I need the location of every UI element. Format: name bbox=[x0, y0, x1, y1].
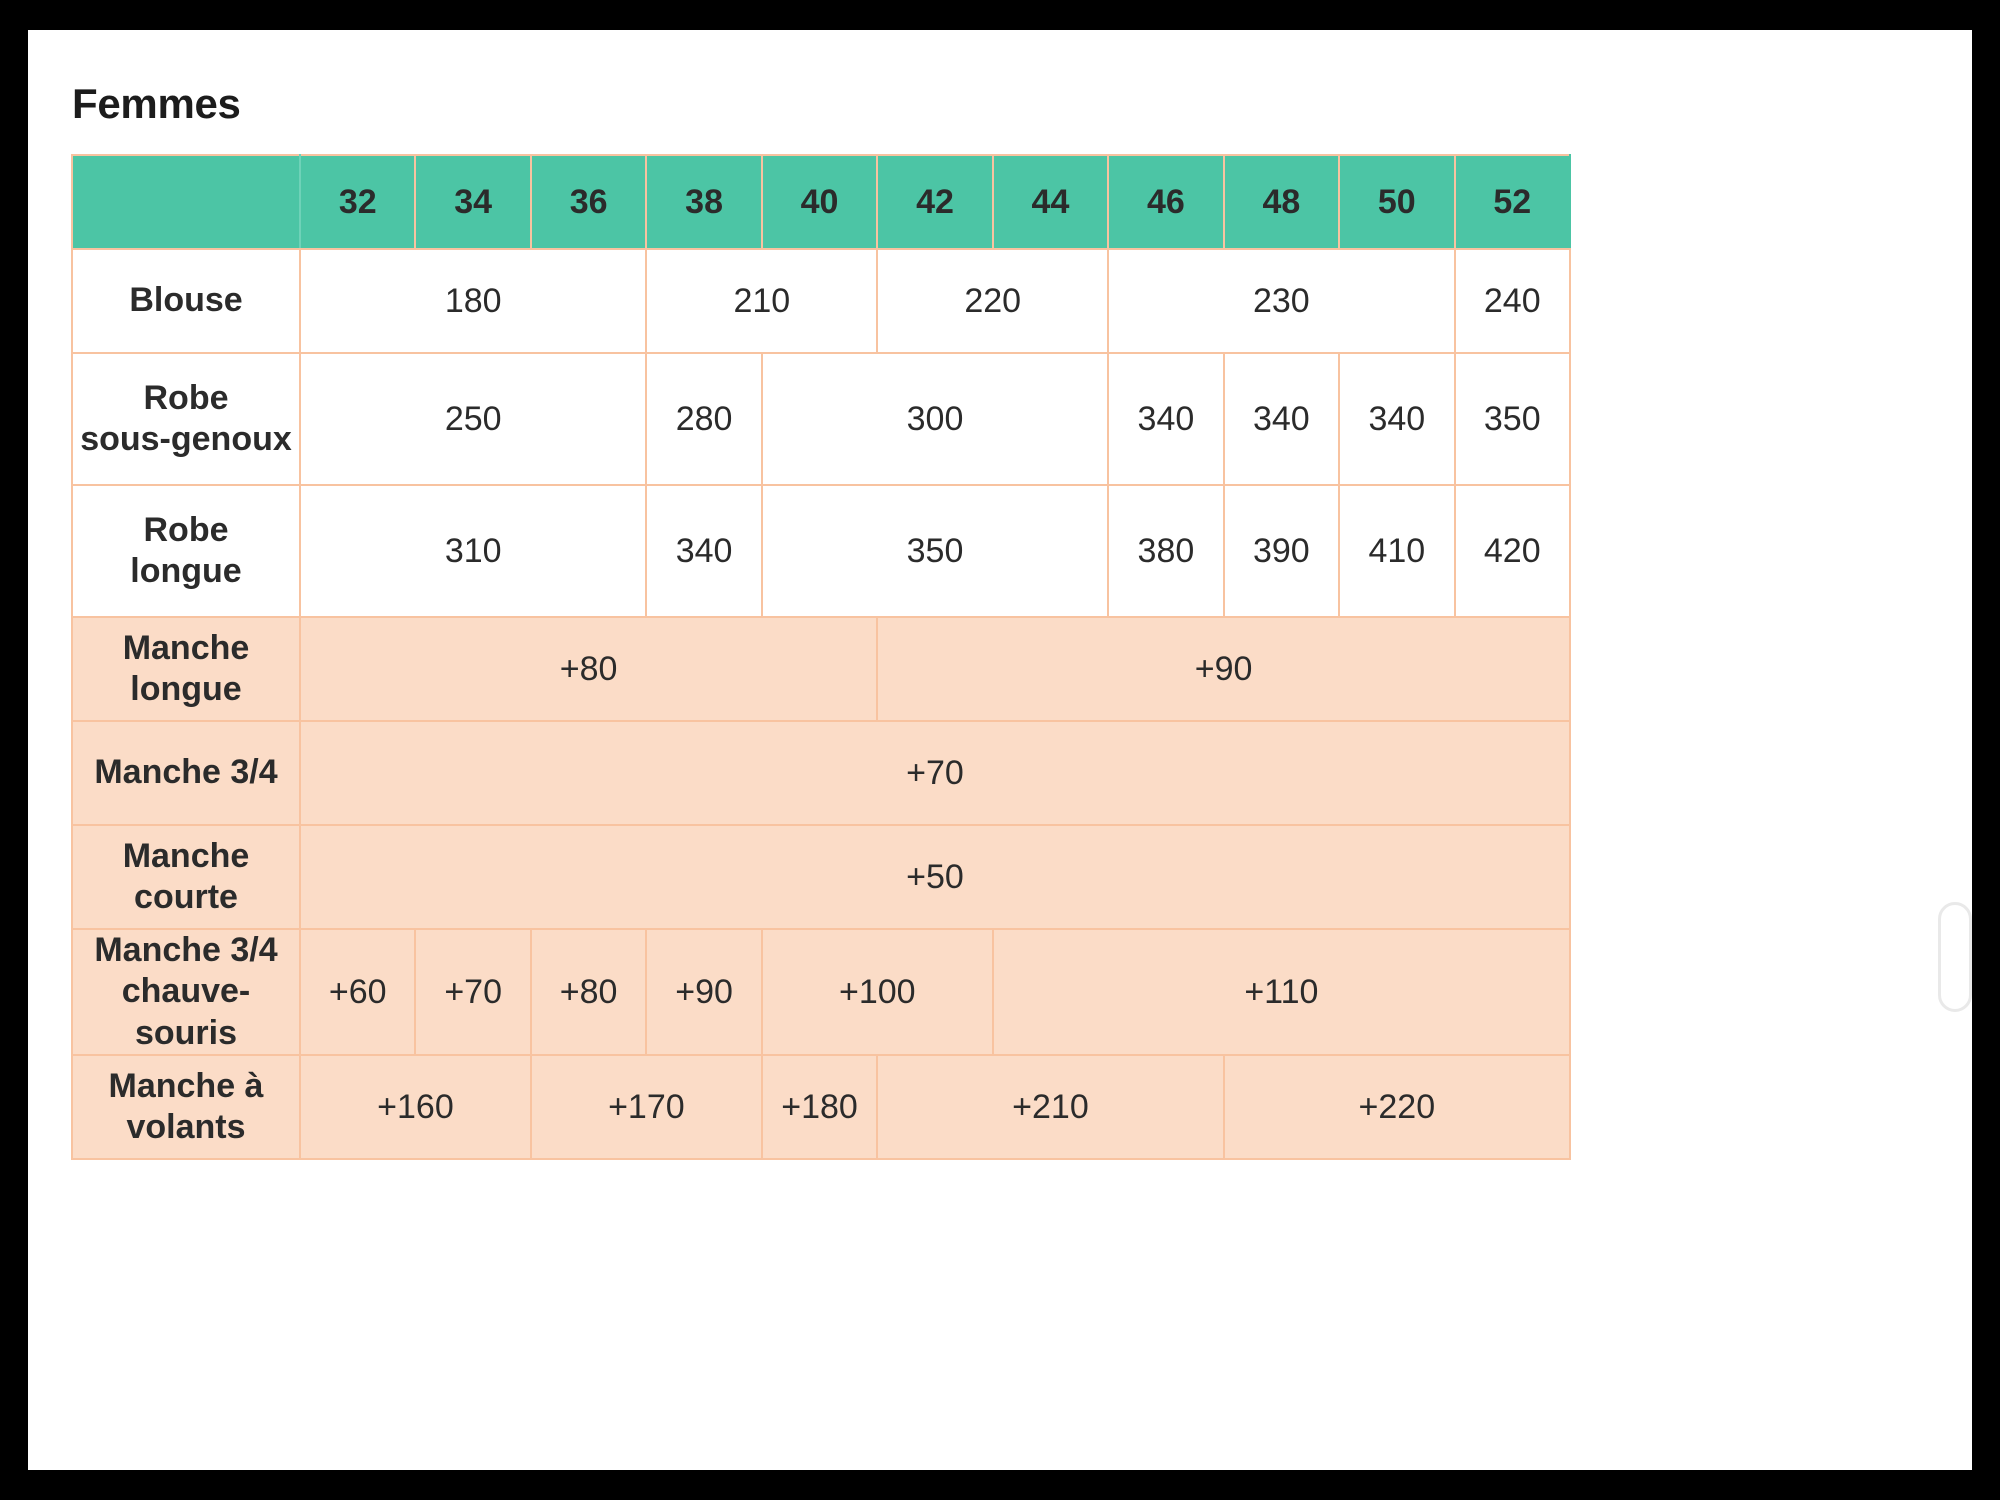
table-row: Manche 3/4 +70 bbox=[71, 720, 1571, 826]
content-card: Femmes 32 34 36 38 40 42 44 46 48 50 52 Blouse 180 2… bbox=[28, 30, 1972, 1470]
value-cell: +80 bbox=[529, 927, 648, 1057]
value-cell: 310 bbox=[298, 484, 648, 618]
size-header-48: 48 bbox=[1222, 154, 1341, 250]
table-header: 32 34 36 38 40 42 44 46 48 50 52 bbox=[71, 154, 1572, 250]
value-cell: 350 bbox=[760, 484, 1110, 618]
value-cell: 380 bbox=[1107, 484, 1225, 618]
row-header: Manche longue bbox=[71, 616, 301, 722]
table-row: Manche à volants +160 +170 +180 +210 +220 bbox=[71, 1054, 1572, 1161]
value-cell: +60 bbox=[298, 927, 417, 1057]
value-cell: 410 bbox=[1338, 484, 1456, 618]
value-cell: +70 bbox=[299, 720, 1571, 826]
value-cell: 340 bbox=[645, 484, 763, 618]
value-cell: +50 bbox=[299, 824, 1571, 930]
value-cell: +180 bbox=[760, 1054, 879, 1161]
table-row: Blouse 180 210 220 230 240 bbox=[71, 248, 1572, 354]
row-header: Robe sous-genoux bbox=[71, 352, 301, 486]
table-corner-cell bbox=[71, 154, 301, 250]
size-header-44: 44 bbox=[991, 154, 1110, 250]
table-row: Manche longue +80 +90 bbox=[71, 616, 1571, 722]
scroll-indicator[interactable] bbox=[1938, 902, 1972, 1012]
size-header-42: 42 bbox=[876, 154, 994, 250]
value-cell: 350 bbox=[1453, 352, 1572, 486]
value-cell: +110 bbox=[991, 927, 1572, 1057]
value-cell: 230 bbox=[1107, 248, 1456, 354]
value-cell: 420 bbox=[1453, 484, 1572, 618]
row-header: Manche 3/4 chauve-souris bbox=[71, 927, 301, 1057]
size-header-52: 52 bbox=[1453, 154, 1572, 250]
table-row: Manche courte +50 bbox=[71, 824, 1571, 930]
table-header-row: 32 34 36 38 40 42 44 46 48 50 52 bbox=[71, 154, 1572, 250]
size-header-32: 32 bbox=[298, 154, 417, 250]
row-header: Robe longue bbox=[71, 484, 301, 618]
value-cell: 180 bbox=[298, 248, 648, 354]
page-title: Femmes bbox=[72, 80, 241, 127]
table-body: Blouse 180 210 220 230 240 Robe sous-genoux 250 2… bbox=[71, 248, 1572, 1161]
value-cell: 390 bbox=[1222, 484, 1341, 618]
value-cell: +220 bbox=[1222, 1054, 1572, 1161]
size-header-34: 34 bbox=[414, 154, 532, 250]
value-cell: +100 bbox=[760, 927, 994, 1057]
value-cell: +80 bbox=[298, 616, 879, 722]
size-header-50: 50 bbox=[1338, 154, 1456, 250]
value-cell: +210 bbox=[876, 1054, 1225, 1161]
value-cell: +90 bbox=[645, 927, 763, 1057]
row-header: Manche 3/4 bbox=[71, 720, 301, 826]
value-cell: 340 bbox=[1222, 352, 1341, 486]
size-header-38: 38 bbox=[645, 154, 763, 250]
row-header: Manche courte bbox=[71, 824, 301, 930]
value-cell: 210 bbox=[645, 248, 879, 354]
value-cell: 240 bbox=[1453, 248, 1572, 354]
size-header-46: 46 bbox=[1107, 154, 1225, 250]
value-cell: 340 bbox=[1107, 352, 1225, 486]
row-header: Manche à volants bbox=[71, 1054, 301, 1161]
size-header-36: 36 bbox=[529, 154, 648, 250]
value-cell: +170 bbox=[529, 1054, 763, 1161]
row-header: Blouse bbox=[71, 248, 301, 354]
table-row: Manche 3/4 chauve-souris +60 +70 +80 +90 +100 +… bbox=[71, 927, 1572, 1057]
size-header-40: 40 bbox=[760, 154, 879, 250]
value-cell: +70 bbox=[414, 927, 532, 1057]
value-cell: 300 bbox=[760, 352, 1110, 486]
value-cell: 340 bbox=[1338, 352, 1456, 486]
table-row: Robe sous-genoux 250 280 300 340 340 340 350 bbox=[71, 352, 1572, 486]
value-cell: 250 bbox=[298, 352, 648, 486]
value-cell: +160 bbox=[299, 1054, 532, 1161]
size-chart-table: 32 34 36 38 40 42 44 46 48 50 52 Blouse 180 210 220 23… bbox=[71, 154, 1572, 1161]
table-row: Robe longue 310 340 350 380 390 410 420 bbox=[71, 484, 1572, 618]
value-cell: +90 bbox=[876, 616, 1571, 722]
value-cell: 220 bbox=[876, 248, 1110, 354]
value-cell: 280 bbox=[645, 352, 763, 486]
